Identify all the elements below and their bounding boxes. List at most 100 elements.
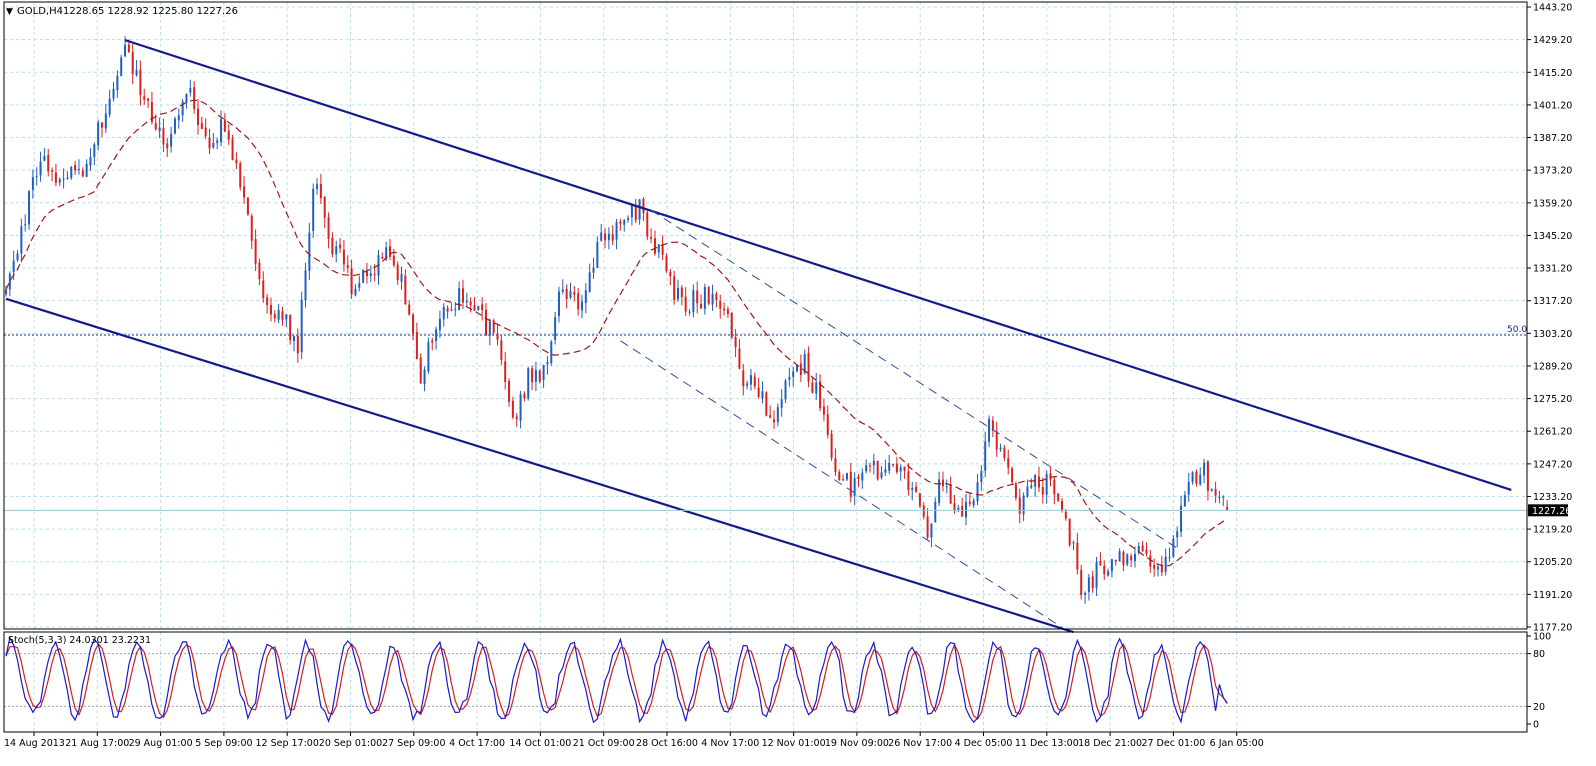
candle-body[interactable] <box>907 471 910 491</box>
candle-body[interactable] <box>173 118 176 134</box>
candle-body[interactable] <box>435 329 438 342</box>
candle-body[interactable] <box>166 143 169 149</box>
candle-body[interactable] <box>1126 554 1129 565</box>
candle-body[interactable] <box>293 336 295 342</box>
candle-body[interactable] <box>20 226 23 254</box>
candle-body[interactable] <box>285 314 288 320</box>
candle-body[interactable] <box>696 290 699 304</box>
candle-body[interactable] <box>822 406 825 415</box>
candle-body[interactable] <box>584 290 587 304</box>
candle-body[interactable] <box>323 196 326 218</box>
channel-line-inner-lower[interactable] <box>620 340 1063 628</box>
candle-body[interactable] <box>300 299 303 353</box>
candle-body[interactable] <box>1080 569 1083 596</box>
candle-body[interactable] <box>1180 505 1183 532</box>
candle-body[interactable] <box>454 308 457 310</box>
candle-body[interactable] <box>738 348 741 369</box>
candle-body[interactable] <box>1110 559 1113 572</box>
candle-body[interactable] <box>1183 495 1186 507</box>
candle-body[interactable] <box>362 270 365 283</box>
candle-body[interactable] <box>677 287 679 300</box>
candle-body[interactable] <box>47 155 50 172</box>
candle-body[interactable] <box>930 523 933 538</box>
candle-body[interactable] <box>899 467 902 472</box>
candle-body[interactable] <box>200 123 203 129</box>
candle-body[interactable] <box>473 305 476 311</box>
candle-body[interactable] <box>596 242 599 268</box>
candle-body[interactable] <box>446 308 449 312</box>
candle-body[interactable] <box>665 256 668 272</box>
candle-body[interactable] <box>438 318 441 331</box>
candle-body[interactable] <box>120 57 123 76</box>
candle-body[interactable] <box>189 88 192 93</box>
candle-body[interactable] <box>1160 565 1163 573</box>
candle-body[interactable] <box>1149 555 1152 567</box>
candle-body[interactable] <box>581 301 583 311</box>
fibonacci-level[interactable]: 50.0 <box>4 325 1527 336</box>
candle-body[interactable] <box>1007 458 1010 468</box>
candle-body[interactable] <box>853 478 856 496</box>
candle-body[interactable] <box>35 176 38 178</box>
candle-body[interactable] <box>24 224 27 226</box>
candle-body[interactable] <box>350 268 353 295</box>
candle-body[interactable] <box>89 157 92 166</box>
candle-body[interactable] <box>304 270 307 301</box>
candle-body[interactable] <box>1072 542 1075 544</box>
candle-body[interactable] <box>903 466 906 471</box>
candle-body[interactable] <box>669 272 672 277</box>
candle-body[interactable] <box>776 407 779 423</box>
candle-body[interactable] <box>308 232 311 271</box>
candle-body[interactable] <box>1191 472 1194 482</box>
candle-body[interactable] <box>154 123 157 130</box>
candle-body[interactable] <box>1030 485 1033 488</box>
candle-body[interactable] <box>922 505 925 517</box>
candle-body[interactable] <box>815 382 818 394</box>
candle-body[interactable] <box>661 245 664 255</box>
candle-body[interactable] <box>703 287 706 309</box>
candle-body[interactable] <box>834 458 837 473</box>
candle-body[interactable] <box>1145 549 1148 554</box>
candle-body[interactable] <box>819 381 822 409</box>
candle-body[interactable] <box>953 503 956 512</box>
candle-body[interactable] <box>1199 474 1202 485</box>
candle-body[interactable] <box>984 441 987 471</box>
candle-body[interactable] <box>918 493 921 507</box>
stochastic-pane[interactable] <box>3 631 1528 733</box>
candle-body[interactable] <box>1222 496 1225 498</box>
candle-body[interactable] <box>104 113 107 129</box>
candle-body[interactable] <box>373 273 376 275</box>
candle-body[interactable] <box>711 293 714 305</box>
stochastic-axis[interactable]: 100 80 20 0 <box>1527 632 1551 731</box>
candle-body[interactable] <box>700 303 703 309</box>
candle-body[interactable] <box>193 87 196 109</box>
candle-body[interactable] <box>369 273 372 277</box>
candle-body[interactable] <box>938 479 941 503</box>
candle-body[interactable] <box>926 516 929 538</box>
candle-body[interactable] <box>723 308 726 311</box>
candle-body[interactable] <box>51 170 54 172</box>
candle-body[interactable] <box>546 362 549 365</box>
candle-body[interactable] <box>269 304 272 315</box>
candle-body[interactable] <box>1037 476 1040 488</box>
candle-body[interactable] <box>477 305 480 310</box>
candle-body[interactable] <box>112 88 115 99</box>
candle-body[interactable] <box>469 301 472 306</box>
candle-body[interactable] <box>508 380 511 402</box>
candle-body[interactable] <box>1053 479 1056 495</box>
candle-body[interactable] <box>911 487 914 490</box>
candle-body[interactable] <box>185 94 188 103</box>
candle-body[interactable] <box>807 352 810 382</box>
candle-body[interactable] <box>968 501 971 504</box>
candle-body[interactable] <box>54 172 57 183</box>
candle-body[interactable] <box>838 472 841 481</box>
candle-body[interactable] <box>43 155 46 161</box>
candle-body[interactable] <box>81 170 84 177</box>
candle-body[interactable] <box>688 311 691 313</box>
candle-body[interactable] <box>77 168 80 170</box>
candle-body[interactable] <box>957 507 960 510</box>
candle-body[interactable] <box>646 212 649 237</box>
candle-body[interactable] <box>780 399 783 408</box>
candle-body[interactable] <box>316 184 319 189</box>
candle-body[interactable] <box>1045 474 1048 495</box>
candle-body[interactable] <box>1203 462 1206 476</box>
